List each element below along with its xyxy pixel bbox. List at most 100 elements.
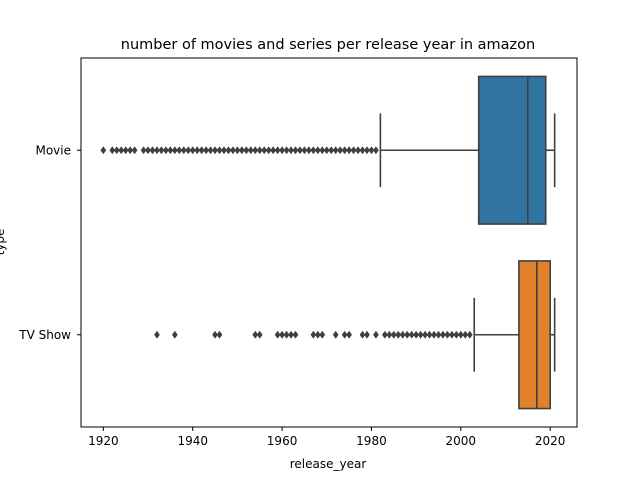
outlier-tv-show (453, 330, 460, 339)
outlier-tv-show (171, 330, 178, 339)
outlier-movie (328, 146, 335, 155)
y-axis-label: type (0, 229, 7, 256)
outlier-movie (221, 146, 227, 155)
outlier-movie (368, 146, 375, 155)
outlier-tv-show (274, 330, 281, 339)
plot-frame (80, 57, 578, 428)
outlier-movie (238, 146, 245, 155)
outlier-movie (230, 146, 236, 155)
box-movie (477, 75, 547, 225)
outlier-movie (355, 146, 361, 155)
outlier-movie (310, 146, 317, 155)
outlier-tv-show (444, 330, 451, 339)
outlier-tv-show (364, 330, 370, 339)
outlier-tv-show (256, 330, 263, 339)
x-tick-label: 1980 (356, 434, 387, 448)
outlier-tv-show (252, 330, 259, 339)
outlier-movie (261, 146, 268, 155)
outlier-movie (127, 146, 134, 155)
outlier-tv-show (292, 330, 299, 339)
outlier-tv-show (426, 330, 433, 339)
outlier-movie (247, 146, 254, 155)
outlier-tv-show (404, 330, 411, 339)
outlier-movie (158, 146, 165, 155)
outlier-movie (297, 146, 303, 155)
outlier-movie (162, 146, 169, 155)
outlier-movie (270, 146, 277, 155)
outlier-tv-show (283, 330, 290, 339)
outlier-movie (252, 146, 259, 155)
y-tick-label: TV Show (18, 328, 71, 342)
outlier-tv-show (386, 330, 393, 339)
x-tick-label: 1960 (267, 434, 298, 448)
outlier-movie (319, 146, 326, 155)
outlier-movie (109, 146, 116, 155)
outlier-movie (216, 146, 223, 155)
outlier-tv-show (346, 330, 353, 339)
outlier-movie (305, 146, 312, 155)
outlier-movie (332, 146, 339, 155)
outlier-tv-show (332, 330, 339, 339)
outlier-tv-show (390, 330, 397, 339)
x-tick-label: 1940 (177, 434, 208, 448)
outlier-tv-show (288, 330, 294, 339)
outlier-movie (243, 146, 250, 155)
outlier-movie (149, 146, 156, 155)
outlier-movie (131, 146, 138, 155)
outlier-tv-show (413, 330, 420, 339)
outlier-movie (185, 146, 192, 155)
outlier-movie (189, 146, 196, 155)
outlier-movie (212, 146, 218, 155)
outlier-tv-show (448, 330, 455, 339)
outlier-tv-show (440, 330, 446, 339)
outlier-movie (140, 146, 147, 155)
outlier-movie (346, 146, 353, 155)
outlier-tv-show (373, 330, 379, 339)
x-tick-label: 1920 (88, 434, 119, 448)
box-tv-show (518, 260, 551, 410)
outlier-tv-show (310, 330, 317, 339)
outlier-tv-show (359, 330, 366, 339)
outlier-tv-show (462, 330, 469, 339)
outlier-movie (176, 146, 183, 155)
outlier-tv-show (417, 330, 424, 339)
outlier-movie (265, 146, 272, 155)
outlier-movie (225, 146, 232, 155)
outlier-movie (118, 146, 125, 155)
outlier-movie (122, 146, 129, 155)
outlier-movie (180, 146, 187, 155)
outlier-movie (207, 146, 214, 155)
outlier-movie (113, 146, 120, 155)
outlier-tv-show (381, 330, 388, 339)
outlier-tv-show (435, 330, 442, 339)
outlier-tv-show (154, 330, 160, 339)
outlier-movie (256, 146, 263, 155)
outlier-movie (145, 146, 151, 155)
y-tick-label: Movie (35, 143, 71, 157)
outlier-movie (314, 146, 321, 155)
outlier-movie (359, 146, 366, 155)
outlier-tv-show (422, 330, 428, 339)
outlier-tv-show (279, 330, 285, 339)
outlier-movie (167, 146, 174, 155)
outlier-tv-show (466, 330, 473, 339)
outlier-movie (301, 146, 308, 155)
outlier-movie (100, 146, 107, 155)
outlier-movie (198, 146, 205, 155)
x-tick-label: 2020 (535, 434, 566, 448)
outlier-tv-show (341, 330, 348, 339)
outlier-movie (350, 146, 357, 155)
outlier-tv-show (408, 330, 415, 339)
outlier-tv-show (399, 330, 406, 339)
outlier-movie (234, 146, 241, 155)
outlier-movie (341, 146, 348, 155)
outlier-tv-show (212, 330, 218, 339)
outlier-movie (279, 146, 285, 155)
outlier-tv-show (457, 330, 464, 339)
outlier-tv-show (314, 330, 321, 339)
outlier-movie (364, 146, 370, 155)
outlier-tv-show (431, 330, 437, 339)
outlier-movie (203, 146, 210, 155)
chart-title: number of movies and series per release … (121, 37, 535, 53)
